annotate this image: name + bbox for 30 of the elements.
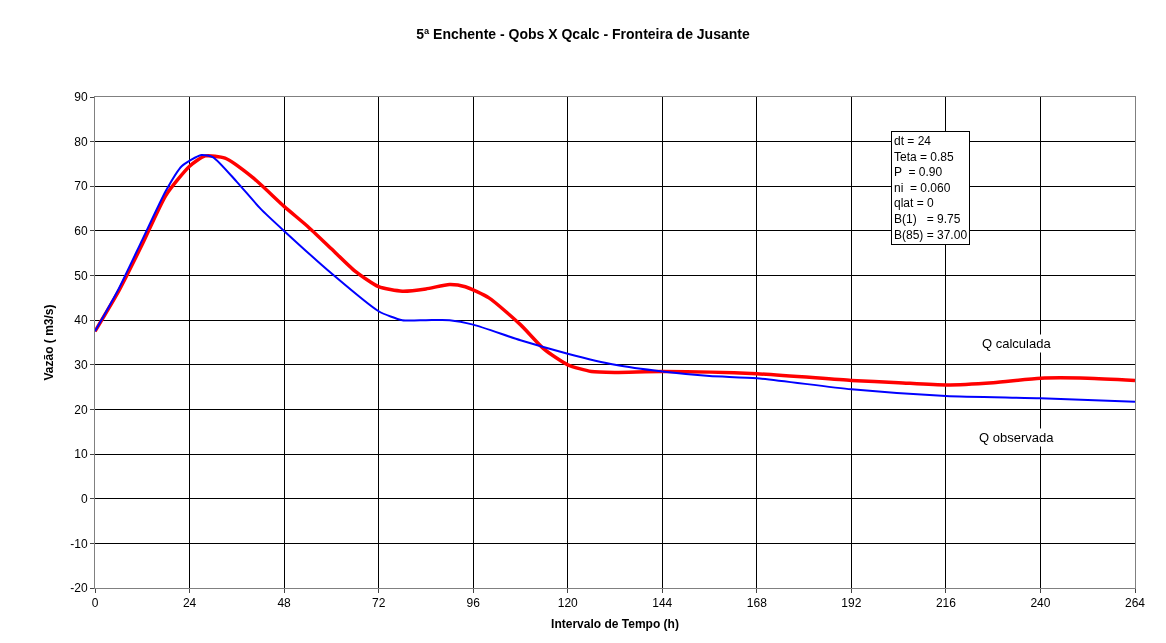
- x-tick-label: 24: [182, 596, 197, 611]
- x-tick-label: 72: [371, 596, 386, 611]
- x-axis-title: Intervalo de Tempo (h): [551, 617, 679, 632]
- y-tick-label: 70: [74, 179, 88, 194]
- x-tick-label: 96: [466, 596, 481, 611]
- y-tick-label: 40: [74, 313, 88, 328]
- y-tick-label: 10: [74, 447, 88, 462]
- y-tick-label: 60: [74, 224, 88, 239]
- x-tick-label: 120: [557, 596, 579, 611]
- text: Q observada: [979, 430, 1055, 445]
- y-tick-label: 20: [74, 402, 88, 417]
- x-tick-label: 48: [277, 596, 292, 611]
- y-tick-label: 30: [74, 358, 88, 373]
- y-tick-label: 80: [74, 134, 88, 149]
- y-tick-label: 50: [74, 268, 88, 283]
- y-tick-label: -10: [70, 536, 88, 551]
- x-tick-label: 0: [91, 596, 99, 611]
- x-tick-label: 240: [1030, 596, 1051, 611]
- x-tick-label: 264: [1124, 596, 1146, 611]
- y-tick-label: 0: [80, 491, 88, 506]
- y-axis-title: Vazão ( m3/s): [41, 304, 56, 381]
- x-tick-label: 168: [746, 596, 768, 611]
- y-tick-label: 90: [74, 90, 88, 105]
- y-tick-label: -20: [70, 581, 88, 596]
- x-tick-label: 144: [652, 596, 673, 611]
- chart-title: 5ª Enchente - Qobs X Qcalc - Fronteira de Jusante: [416, 25, 750, 42]
- x-tick-label: 192: [841, 596, 862, 611]
- annotation: dt = 24 Teta = 0.85 P = 0.90 ni = 0.060 qlat = 0 B(1) = 9.75 B(85) = 37.00: [894, 134, 968, 242]
- text: Q calculada: [982, 336, 1052, 351]
- x-tick-label: 216: [935, 596, 957, 611]
